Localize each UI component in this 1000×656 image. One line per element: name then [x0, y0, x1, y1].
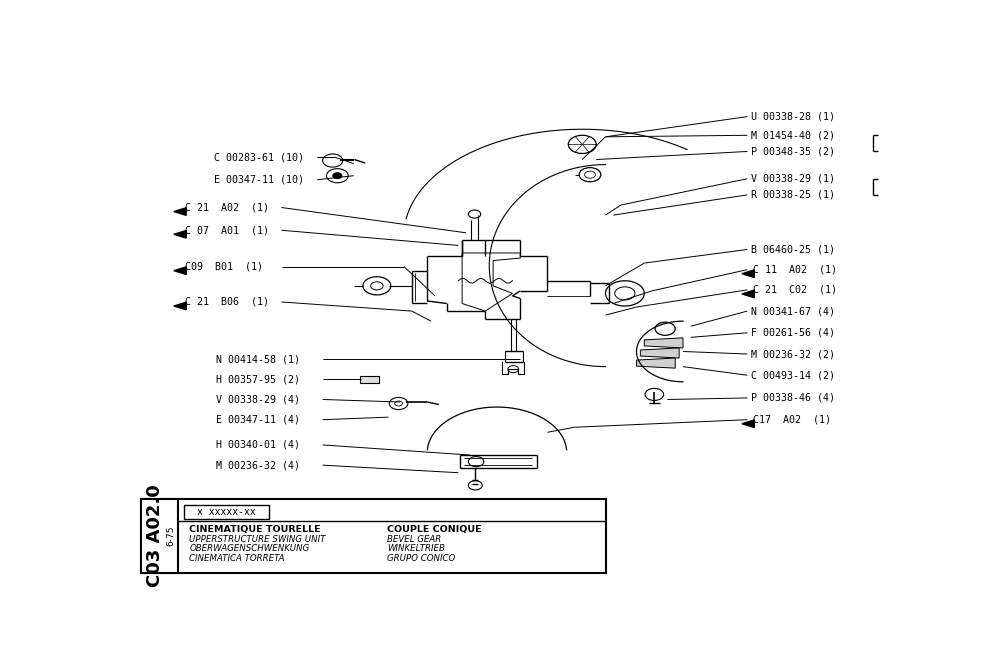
- Polygon shape: [174, 267, 186, 274]
- Polygon shape: [742, 290, 754, 298]
- Text: H 00357-95 (2): H 00357-95 (2): [216, 375, 300, 384]
- Text: V 00338-29 (4): V 00338-29 (4): [216, 394, 300, 405]
- Text: M 00236-32 (4): M 00236-32 (4): [216, 460, 300, 470]
- Text: CINEMATIQUE TOURELLE: CINEMATIQUE TOURELLE: [189, 525, 321, 534]
- Polygon shape: [174, 208, 186, 215]
- Text: UPPERSTRUCTURE SWING UNIT: UPPERSTRUCTURE SWING UNIT: [189, 535, 326, 544]
- Text: P 00338-46 (4): P 00338-46 (4): [751, 393, 835, 403]
- Polygon shape: [174, 302, 186, 310]
- Polygon shape: [637, 358, 675, 368]
- Text: F 00261-56 (4): F 00261-56 (4): [751, 328, 835, 338]
- Text: V 00338-29 (1): V 00338-29 (1): [751, 174, 835, 184]
- Text: M 00236-32 (2): M 00236-32 (2): [751, 349, 835, 359]
- Text: N 00341-67 (4): N 00341-67 (4): [751, 306, 835, 316]
- Text: C 07  A01  (1): C 07 A01 (1): [185, 225, 269, 236]
- Text: E 00347-11 (10): E 00347-11 (10): [214, 174, 304, 185]
- Text: C 21  A02  (1): C 21 A02 (1): [185, 203, 269, 213]
- Polygon shape: [742, 420, 754, 428]
- Text: M 01454-40 (2): M 01454-40 (2): [751, 131, 835, 140]
- Text: N 00414-58 (1): N 00414-58 (1): [216, 354, 300, 364]
- Text: C 11  A02  (1): C 11 A02 (1): [753, 264, 837, 275]
- Text: P 00348-35 (2): P 00348-35 (2): [751, 146, 835, 157]
- Text: C 00493-14 (2): C 00493-14 (2): [751, 370, 835, 380]
- Circle shape: [326, 169, 348, 183]
- Text: C 00283-61 (10): C 00283-61 (10): [214, 152, 304, 162]
- Text: GRUPO CONICO: GRUPO CONICO: [387, 554, 455, 563]
- Polygon shape: [640, 348, 679, 358]
- Bar: [140, 499, 606, 573]
- Polygon shape: [644, 338, 683, 348]
- Circle shape: [333, 173, 342, 178]
- Text: BEVEL GEAR: BEVEL GEAR: [387, 535, 441, 544]
- Text: U 00338-28 (1): U 00338-28 (1): [751, 112, 835, 121]
- Polygon shape: [174, 230, 186, 238]
- Text: CINEMATICA TORRETA: CINEMATICA TORRETA: [189, 554, 285, 563]
- Bar: [140, 499, 178, 573]
- Bar: [360, 376, 379, 383]
- Text: COUPLE CONIQUE: COUPLE CONIQUE: [387, 525, 482, 534]
- Bar: [184, 504, 269, 519]
- Text: B 06460-25 (1): B 06460-25 (1): [751, 245, 835, 255]
- Text: R 00338-25 (1): R 00338-25 (1): [751, 190, 835, 200]
- Text: x xxxxx-xx: x xxxxx-xx: [197, 506, 256, 517]
- Text: C 21  B06  (1): C 21 B06 (1): [185, 297, 269, 307]
- Text: WINKELTRIEB: WINKELTRIEB: [387, 544, 445, 554]
- Text: H 00340-01 (4): H 00340-01 (4): [216, 440, 300, 450]
- Text: C03 A02.0: C03 A02.0: [146, 485, 164, 588]
- Text: C09  B01  (1): C09 B01 (1): [185, 262, 263, 272]
- Text: E 00347-11 (4): E 00347-11 (4): [216, 415, 300, 424]
- Text: OBERWAGENSCHWENKUNG: OBERWAGENSCHWENKUNG: [189, 544, 310, 554]
- Text: C17  A02  (1): C17 A02 (1): [753, 415, 831, 424]
- Text: 6-75: 6-75: [167, 526, 176, 546]
- Text: C 21  C02  (1): C 21 C02 (1): [753, 285, 837, 295]
- Polygon shape: [742, 270, 754, 277]
